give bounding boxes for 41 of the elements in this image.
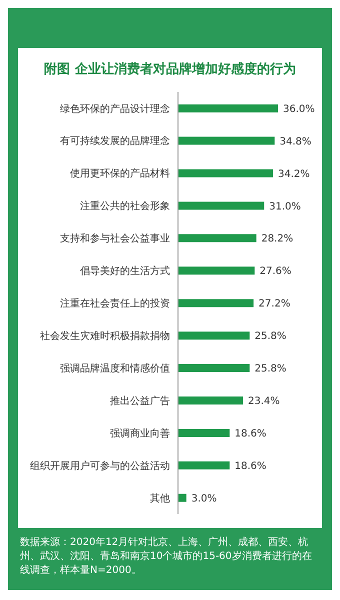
bar <box>178 169 273 178</box>
y-tick-label: 注重在社会责任上的投资 <box>60 298 170 310</box>
y-tick-label: 社会发生灾难时积极捐款捐物 <box>40 330 170 342</box>
data-label: 23.4% <box>248 396 280 408</box>
data-label: 34.2% <box>278 168 310 180</box>
data-label: 25.8% <box>254 331 286 342</box>
bar <box>178 202 264 210</box>
bar <box>178 266 255 275</box>
data-label: 18.6% <box>234 428 266 440</box>
data-label: 28.2% <box>261 234 294 245</box>
y-tick-label: 推出公益广告 <box>110 394 170 407</box>
bar <box>178 332 250 340</box>
bar <box>178 136 275 145</box>
data-label: 27.6% <box>260 266 292 278</box>
y-tick-label: 强调商业向善 <box>110 427 170 440</box>
bar <box>178 428 230 437</box>
y-tick-label: 注重公共的社会形象 <box>80 200 170 212</box>
chart-title: 附图 企业让消费者对品牌增加好感度的行为 <box>43 60 297 78</box>
data-label: 34.8% <box>280 136 312 148</box>
y-tick-label: 倡导美好的生活方式 <box>80 265 170 278</box>
bar <box>178 104 278 112</box>
data-label: 3.0% <box>191 493 217 504</box>
bar <box>178 396 243 404</box>
bar <box>178 234 256 242</box>
data-label: 18.6% <box>234 460 266 472</box>
data-label: 25.8% <box>254 364 286 375</box>
data-label: 27.2% <box>258 298 290 310</box>
y-tick-label: 有可持续发展的品牌理念 <box>60 135 170 148</box>
y-tick-label: 支持和参与社会公益事业 <box>60 232 170 245</box>
bar <box>178 461 230 470</box>
data-label: 31.0% <box>269 201 301 212</box>
bar <box>178 299 254 308</box>
bar <box>178 494 186 502</box>
bar <box>178 364 250 372</box>
y-tick-label: 其他 <box>150 492 170 504</box>
y-tick-label: 组织开展用户可参与的公益活动 <box>30 460 170 472</box>
data-label: 36.0% <box>283 104 315 115</box>
y-tick-label: 使用更环保的产品材料 <box>70 168 170 180</box>
source-note: 数据来源：2020年12月针对北京、上海、广州、成都、西安、杭州、武汉、沈阳、青岛和南京10个城市的15-60岁消费者进行的在线调查，样本量N=2000。 <box>20 536 313 578</box>
y-tick-label: 绿色环保的产品设计理念 <box>60 102 170 115</box>
y-tick-label: 强调品牌温度和情感价值 <box>60 362 170 374</box>
